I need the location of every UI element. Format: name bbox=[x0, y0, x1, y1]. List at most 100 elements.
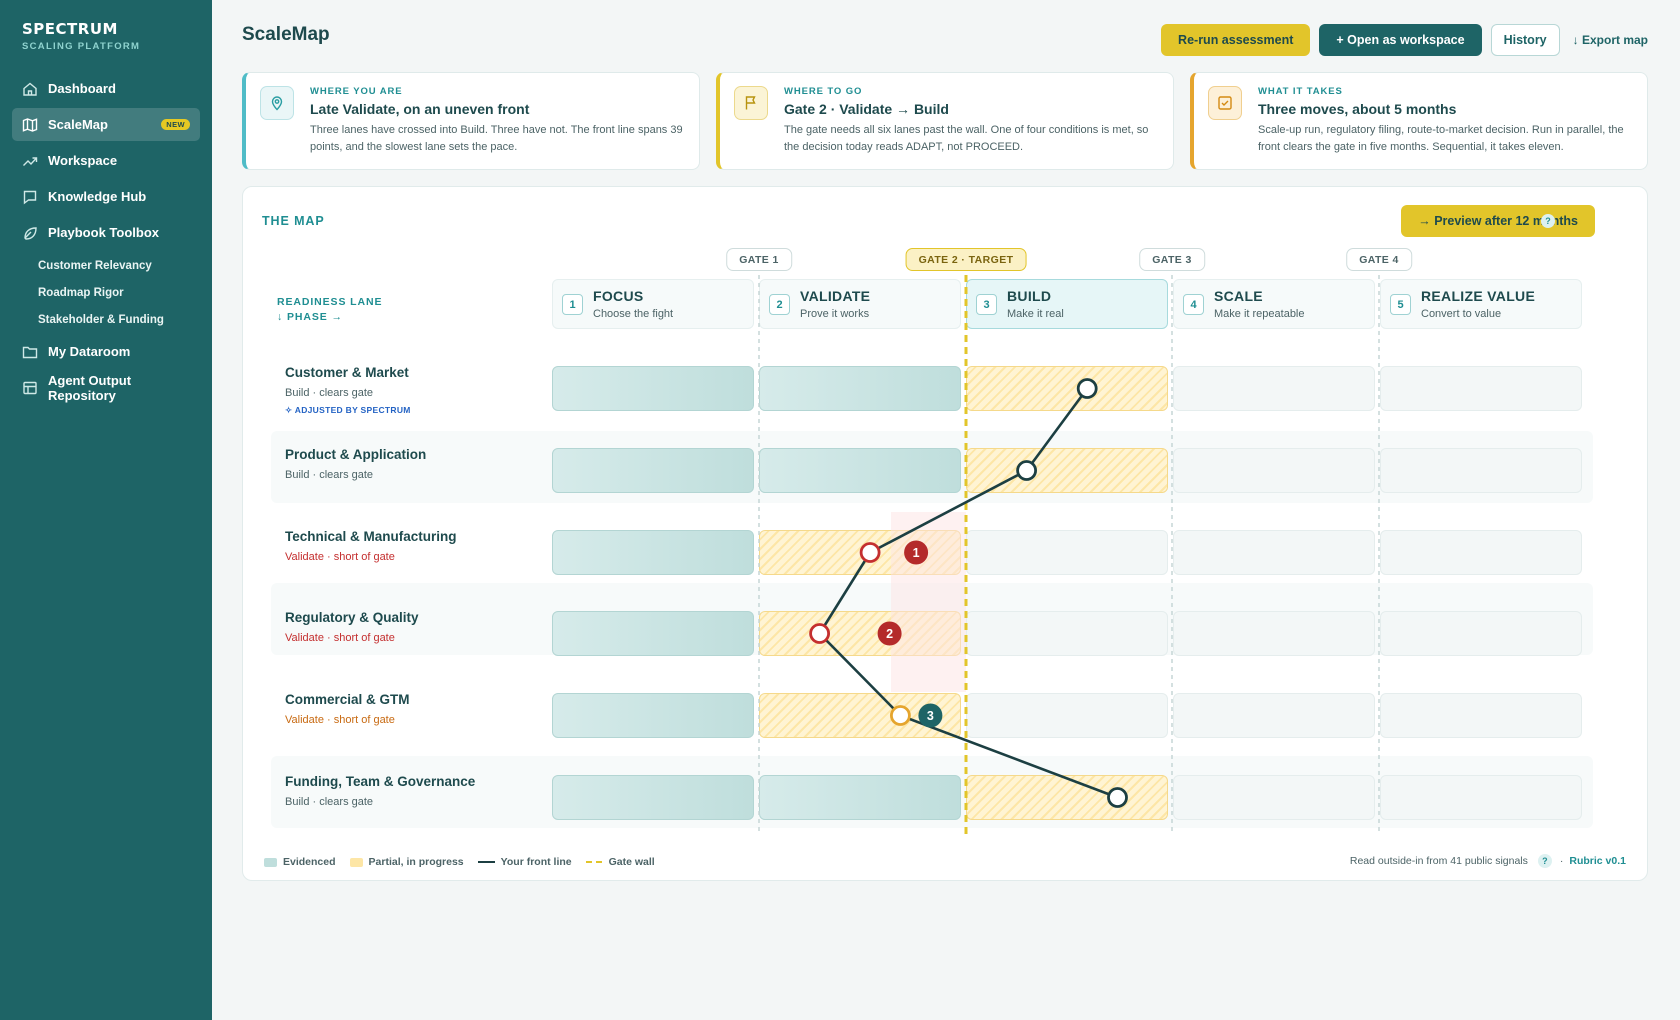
map-cell-empty[interactable] bbox=[1380, 611, 1582, 656]
map-cell-partial[interactable] bbox=[759, 611, 961, 656]
sidebar-subitem-stakeholder-funding[interactable]: Stakeholder & Funding bbox=[38, 313, 164, 326]
map-cell-partial[interactable] bbox=[966, 366, 1168, 411]
sidebar-item-my-dataroom[interactable]: My Dataroom bbox=[12, 335, 200, 368]
map-icon bbox=[22, 117, 38, 132]
phase-number: 3 bbox=[976, 294, 997, 315]
sidebar-subitem-roadmap-rigor[interactable]: Roadmap Rigor bbox=[38, 286, 124, 299]
map-cell-empty[interactable] bbox=[1173, 775, 1375, 820]
signals-note: Read outside-in from 41 public signals bbox=[1349, 855, 1528, 867]
map-cell-evidenced[interactable] bbox=[552, 448, 754, 493]
phase-name: BUILD bbox=[1007, 288, 1052, 304]
table-icon bbox=[23, 381, 37, 394]
phase-number: 4 bbox=[1183, 294, 1204, 315]
lane-name-funding-team-governance[interactable]: Funding, Team & Governance bbox=[285, 774, 476, 789]
card-title: Three moves, about 5 months bbox=[1258, 101, 1457, 117]
home-icon bbox=[23, 82, 37, 96]
map-cell-evidenced[interactable] bbox=[552, 693, 754, 738]
gate-4-label: GATE 4 bbox=[1346, 248, 1412, 271]
main-content: ScaleMap Re-run assessment + Open as wor… bbox=[212, 0, 1680, 1020]
map-cell-evidenced[interactable] bbox=[552, 366, 754, 411]
lane-name-customer-market[interactable]: Customer & Market bbox=[285, 365, 409, 380]
sidebar-item-label: My Dataroom bbox=[48, 344, 131, 359]
map-cell-empty[interactable] bbox=[1173, 448, 1375, 493]
map-cell-empty[interactable] bbox=[966, 611, 1168, 656]
preview-12-months-button[interactable]: → Preview after 12 months bbox=[1401, 205, 1595, 237]
lane-status: Validate · short of gate bbox=[285, 714, 395, 726]
sidebar-item-label: Playbook Toolbox bbox=[48, 225, 159, 240]
phase-name: SCALE bbox=[1214, 288, 1263, 304]
legend-label: Evidenced bbox=[283, 856, 336, 868]
sidebar: SPECTRUM SCALING PLATFORM Dashboard Scal… bbox=[0, 0, 212, 1020]
phase-number: 5 bbox=[1390, 294, 1411, 315]
brand[interactable]: SPECTRUM SCALING PLATFORM bbox=[22, 20, 140, 52]
lane-name-technical-manufacturing[interactable]: Technical & Manufacturing bbox=[285, 529, 457, 544]
map-cell-empty[interactable] bbox=[966, 693, 1168, 738]
lane-name-product-application[interactable]: Product & Application bbox=[285, 447, 427, 462]
sidebar-item-agent-output-repository[interactable]: Agent Output Repository bbox=[12, 371, 200, 404]
lane-status: Build · clears gate bbox=[285, 469, 374, 481]
map-cell-empty[interactable] bbox=[1380, 366, 1582, 411]
rubric-version-link[interactable]: Rubric v0.1 bbox=[1569, 855, 1626, 867]
map-cell-empty[interactable] bbox=[1173, 366, 1375, 411]
map-cell-evidenced[interactable] bbox=[552, 775, 754, 820]
map-cell-empty[interactable] bbox=[966, 530, 1168, 575]
lane-name-regulatory-quality[interactable]: Regulatory & Quality bbox=[285, 610, 419, 625]
card-title: Gate 2 · Validate → Build bbox=[784, 101, 949, 117]
trend-icon bbox=[23, 156, 38, 166]
map-cell-partial[interactable] bbox=[966, 448, 1168, 493]
sidebar-subitem-customer-relevancy[interactable]: Customer Relevancy bbox=[38, 259, 152, 272]
map-cell-empty[interactable] bbox=[1173, 611, 1375, 656]
phase-name: FOCUS bbox=[593, 288, 644, 304]
sidebar-item-scalemap[interactable]: ScaleMap NEW bbox=[12, 108, 200, 141]
lane-name-commercial-gtm[interactable]: Commercial & GTM bbox=[285, 692, 410, 707]
map-cell-empty[interactable] bbox=[1380, 693, 1582, 738]
map-cell-evidenced[interactable] bbox=[759, 366, 961, 411]
sidebar-item-workspace[interactable]: Workspace bbox=[12, 144, 200, 177]
phase-scale[interactable]: 4 SCALE Make it repeatable bbox=[1173, 279, 1375, 329]
map-cell-empty[interactable] bbox=[1173, 693, 1375, 738]
phase-validate[interactable]: 2 VALIDATE Prove it works bbox=[759, 279, 961, 329]
map-cell-evidenced[interactable] bbox=[552, 530, 754, 575]
map-cell-evidenced[interactable] bbox=[759, 775, 961, 820]
card-eyebrow: WHAT IT TAKES bbox=[1258, 86, 1343, 97]
adjusted-by-spectrum-tag: ✧ ADJUSTED BY SPECTRUM bbox=[285, 405, 411, 415]
legend-label: Partial, in progress bbox=[368, 856, 464, 868]
help-icon[interactable]: ? bbox=[1541, 214, 1555, 228]
map-cell-partial[interactable] bbox=[759, 693, 961, 738]
open-workspace-button[interactable]: + Open as workspace bbox=[1319, 24, 1482, 56]
help-icon[interactable]: ? bbox=[1537, 854, 1552, 868]
card-where-to-go: WHERE TO GO Gate 2 · Validate → Build Th… bbox=[716, 72, 1174, 170]
export-map-link[interactable]: ↓ Export map bbox=[1572, 33, 1648, 47]
map-title: THE MAP bbox=[262, 214, 325, 228]
legend-evidenced: Evidenced bbox=[264, 856, 336, 868]
phase-build[interactable]: 3 BUILD Make it real bbox=[966, 279, 1168, 329]
phase-realize-value[interactable]: 5 REALIZE VALUE Convert to value bbox=[1380, 279, 1582, 329]
sidebar-item-knowledge-hub[interactable]: Knowledge Hub bbox=[12, 180, 200, 213]
map-cell-empty[interactable] bbox=[1380, 775, 1582, 820]
phase-description: Convert to value bbox=[1421, 308, 1502, 320]
map-cell-empty[interactable] bbox=[1380, 530, 1582, 575]
map-cell-partial[interactable] bbox=[759, 530, 961, 575]
sidebar-item-label: Knowledge Hub bbox=[48, 189, 147, 204]
legend-front-line: Your front line bbox=[477, 856, 572, 868]
map-cell-evidenced[interactable] bbox=[552, 611, 754, 656]
lane-status: Build · clears gate bbox=[285, 387, 374, 399]
map-cell-empty[interactable] bbox=[1380, 448, 1582, 493]
phase-axis-title: ↓ PHASE → bbox=[277, 311, 343, 323]
gate-3-label: GATE 3 bbox=[1139, 248, 1205, 271]
scale-map-panel: THE MAP → Preview after 12 months ? GATE… bbox=[242, 186, 1648, 881]
phase-description: Choose the fight bbox=[593, 308, 674, 320]
phase-focus[interactable]: 1 FOCUS Choose the fight bbox=[552, 279, 754, 329]
map-cell-evidenced[interactable] bbox=[759, 448, 961, 493]
evidenced-swatch bbox=[264, 857, 277, 867]
sidebar-item-dashboard[interactable]: Dashboard bbox=[12, 72, 200, 105]
rerun-assessment-button[interactable]: Re-run assessment bbox=[1161, 24, 1311, 56]
map-cell-partial[interactable] bbox=[966, 775, 1168, 820]
map-cell-empty[interactable] bbox=[1173, 530, 1375, 575]
history-button[interactable]: History bbox=[1490, 24, 1560, 56]
card-title: Late Validate, on an uneven front bbox=[310, 101, 530, 117]
new-badge: NEW bbox=[161, 119, 190, 130]
sidebar-item-playbook-toolbox[interactable]: Playbook Toolbox bbox=[12, 216, 200, 249]
lane-axis-title: READINESS LANE bbox=[277, 296, 383, 308]
summary-cards: WHERE YOU ARE Late Validate, on an uneve… bbox=[242, 72, 1648, 170]
